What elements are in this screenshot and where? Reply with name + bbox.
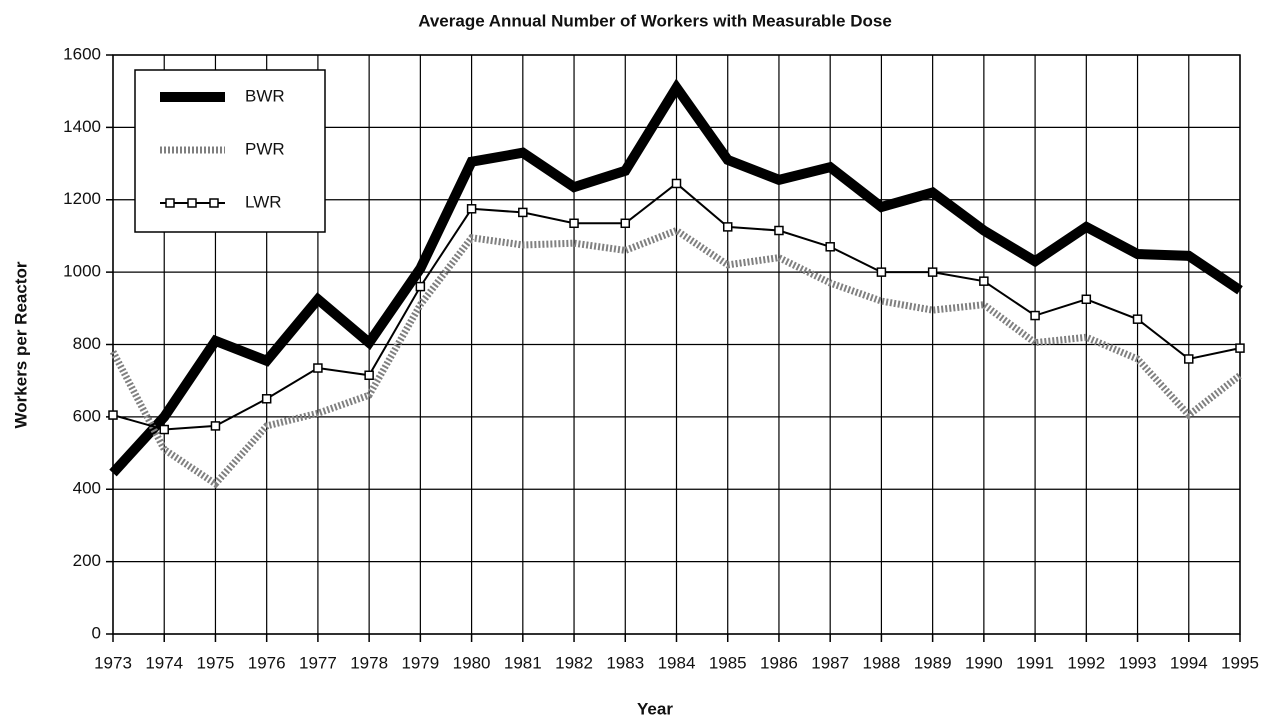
series-marker: [1132, 314, 1143, 324]
series-marker: [364, 370, 374, 381]
y-tick-label: 1400: [63, 117, 101, 136]
series-marker: [1184, 354, 1194, 364]
x-tick-label: 1991: [1016, 653, 1054, 672]
series-marker: [774, 225, 784, 236]
x-tick-label: 1974: [145, 653, 183, 672]
series-marker: [671, 178, 682, 189]
series-marker: [569, 218, 579, 229]
x-tick-label: 1977: [299, 653, 337, 672]
x-tick-label: 1993: [1119, 653, 1157, 672]
x-tick-label: 1988: [862, 653, 900, 672]
legend-label: PWR: [245, 139, 285, 158]
x-tick-label: 1975: [197, 653, 235, 672]
x-tick-label: 1976: [248, 653, 286, 672]
legend-label: BWR: [245, 86, 285, 105]
legend-swatch-marker: [187, 198, 197, 208]
x-tick-label: 1992: [1067, 653, 1105, 672]
y-tick-label: 1000: [63, 262, 101, 281]
y-tick-label: 600: [73, 406, 101, 425]
x-tick-label: 1984: [658, 653, 696, 672]
y-tick-label: 200: [73, 551, 101, 570]
x-tick-label: 1981: [504, 653, 542, 672]
series-marker: [927, 267, 938, 277]
x-tick-label: 1979: [401, 653, 439, 672]
series-marker: [108, 410, 118, 420]
series-marker: [210, 421, 221, 431]
x-tick-label: 1990: [965, 653, 1003, 672]
series-marker: [1030, 310, 1040, 321]
series-marker: [979, 276, 989, 286]
x-tick-label: 1987: [811, 653, 849, 672]
series-marker: [1235, 343, 1245, 353]
series-marker: [876, 267, 887, 277]
x-tick-label: 1978: [350, 653, 388, 672]
x-tick-label: 1989: [914, 653, 952, 672]
legend-swatch-marker: [165, 198, 175, 208]
series-marker: [313, 363, 323, 373]
x-tick-label: 1980: [453, 653, 491, 672]
series-marker: [825, 242, 835, 252]
legend-label: LWR: [245, 192, 282, 211]
series-marker: [620, 218, 631, 229]
x-tick-label: 1986: [760, 653, 798, 672]
series-line: [109, 78, 1243, 477]
y-tick-label: 1600: [63, 44, 101, 63]
series-marker: [415, 281, 426, 292]
series-line: [109, 226, 1243, 489]
y-tick-label: 400: [73, 479, 101, 498]
x-axis-label: Year: [637, 699, 673, 718]
legend-swatch-marker: [209, 198, 219, 208]
x-tick-label: 1983: [606, 653, 644, 672]
x-tick-label: 1994: [1170, 653, 1208, 672]
series-marker: [466, 204, 477, 214]
series-marker: [1081, 294, 1092, 305]
chart-title: Average Annual Number of Workers with Me…: [418, 11, 892, 30]
y-tick-label: 1200: [63, 189, 101, 208]
x-tick-label: 1985: [709, 653, 747, 672]
series-marker: [159, 424, 169, 435]
series-marker: [518, 207, 528, 218]
x-tick-label: 1973: [94, 653, 132, 672]
y-tick-label: 800: [73, 334, 101, 353]
x-tick-label: 1995: [1221, 653, 1259, 672]
y-tick-label: 0: [92, 623, 101, 642]
y-axis-label: Workers per Reactor: [11, 261, 30, 428]
x-tick-label: 1982: [555, 653, 593, 672]
series-marker: [722, 222, 733, 232]
series-marker: [261, 394, 272, 404]
